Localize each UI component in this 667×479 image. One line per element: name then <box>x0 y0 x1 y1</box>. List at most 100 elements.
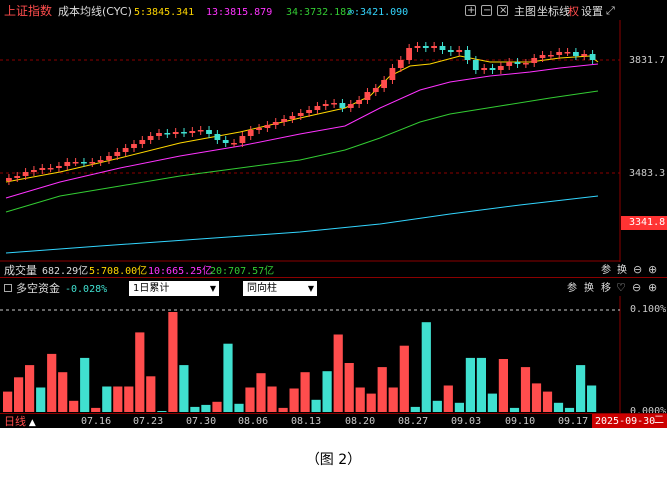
fund-zoom-in-icon[interactable]: ⊕ <box>648 281 658 294</box>
fund-flow-bar <box>300 372 310 412</box>
fund-zoom-out-icon[interactable]: ⊖ <box>632 281 642 294</box>
chevron-down-icon: ▼ <box>209 284 216 293</box>
volume-ma5: 5:708.00亿 <box>89 266 148 277</box>
candle-body <box>589 54 596 60</box>
fund-flow-bar <box>135 332 145 412</box>
zoom-in-icon[interactable]: + <box>465 5 476 16</box>
volume-zoom-in-icon[interactable]: ⊕ <box>648 263 658 276</box>
candle-body <box>272 122 279 125</box>
fund-flow-bar <box>278 407 288 412</box>
indicator-name[interactable]: 成本均线(CYC) <box>58 5 132 18</box>
date-tick: 09.17 <box>558 416 589 427</box>
fund-flow-bar <box>587 385 597 412</box>
close-icon[interactable]: × <box>497 5 508 16</box>
triangle-up-icon: ▲ <box>26 418 36 428</box>
period-label[interactable]: 日线 ▲ <box>4 415 36 428</box>
fund-flow-bar <box>47 353 57 412</box>
candle-body <box>439 46 446 50</box>
candle-body <box>231 143 237 145</box>
candle-body <box>106 156 112 160</box>
fund-flow-bar <box>157 411 167 412</box>
fund-flow-bar <box>113 386 123 412</box>
volume-switch-button[interactable]: 换 <box>617 265 627 276</box>
index-name[interactable]: 上证指数 <box>4 4 53 18</box>
candle-body <box>206 130 212 134</box>
coordinate-line-menu[interactable]: 坐标线 <box>537 5 570 18</box>
volume-ma10: 10:665.25亿 <box>148 266 213 277</box>
candle-body <box>548 55 554 57</box>
fund-flow-bar <box>256 373 266 412</box>
candle-body <box>297 113 304 116</box>
fund-move-button[interactable]: 移 <box>601 283 611 294</box>
candle-body <box>122 148 129 152</box>
candle-body <box>264 125 271 128</box>
fund-flow-value: -0.028% <box>65 284 108 295</box>
candle-body <box>514 62 521 64</box>
fund-flow-bar <box>520 367 531 412</box>
expand-icon[interactable]: ⤢ <box>606 4 615 17</box>
candle-body <box>156 133 162 136</box>
candle-body <box>247 130 254 136</box>
date-tick: 09.10 <box>505 416 536 427</box>
candle-body <box>364 92 371 100</box>
candle-body <box>506 62 513 66</box>
candle-body <box>39 168 46 170</box>
candle-body <box>6 178 12 181</box>
fund-flow-bar <box>311 399 321 412</box>
fund-flow-bar <box>399 345 409 412</box>
fund-flow-bar <box>344 363 354 412</box>
fund-flow-bar <box>102 386 112 412</box>
price-lower-tick: 3483.3 <box>629 168 666 179</box>
fund-param-button[interactable]: 参 <box>567 283 577 294</box>
fund-switch-button[interactable]: 换 <box>584 283 594 294</box>
date-tick: 07.16 <box>81 416 112 427</box>
fund-flow-bar <box>223 343 233 412</box>
volume-zoom-out-icon[interactable]: ⊖ <box>633 263 643 276</box>
candle-body <box>531 58 538 63</box>
fund-flow-bar <box>267 386 277 412</box>
fund-flow-chart[interactable] <box>0 296 667 414</box>
candle-body <box>97 160 104 162</box>
fund-flow-bar <box>553 402 564 412</box>
volume-param-button[interactable]: 参 <box>601 265 611 276</box>
candle-body <box>481 68 488 70</box>
zoom-out-icon[interactable]: − <box>481 5 492 16</box>
volume-label[interactable]: 成交量 <box>4 264 37 277</box>
candle-body <box>397 60 404 68</box>
candle-body <box>147 136 154 140</box>
stock-terminal: 上证指数 成本均线(CYC) 5:3845.341 13:3815.879 34… <box>0 0 667 428</box>
fund-flow-bar <box>355 387 365 412</box>
fund-flow-bar <box>410 406 420 412</box>
period-select[interactable]: 1日累计 ▼ <box>129 281 219 296</box>
fund-flow-label[interactable]: 多空资金 <box>16 282 60 295</box>
current-date-tag: 2025-09-30 二 <box>592 414 667 428</box>
candle-body <box>422 46 429 48</box>
candle-body <box>164 133 171 135</box>
current-price-label: 3341.8 <box>629 217 666 228</box>
fund-flow-bar <box>388 387 398 412</box>
candle-body <box>381 80 387 88</box>
fund-flow-bar <box>91 407 101 412</box>
candle-body <box>314 106 321 110</box>
fund-flow-bar <box>168 312 178 412</box>
candle-body <box>306 110 312 113</box>
fund-flow-checkbox[interactable] <box>4 284 12 292</box>
mode-select[interactable]: 同向柱 ▼ <box>243 281 317 296</box>
fund-flow-bar <box>476 357 486 412</box>
fund-top-tick: 0.100% <box>630 304 667 315</box>
candle-body <box>406 48 412 60</box>
candle-body <box>56 166 62 168</box>
main-chart-menu[interactable]: 主图 <box>514 5 536 18</box>
volume-total: 682.29亿 <box>42 266 89 277</box>
date-tick: 08.06 <box>238 416 269 427</box>
price-chart[interactable] <box>0 0 667 262</box>
settings-menu[interactable]: 设置 <box>581 5 603 18</box>
rights-menu[interactable]: 权 <box>568 5 579 18</box>
candle-body <box>89 162 96 164</box>
fund-flow-bar <box>377 367 387 412</box>
fund-heart-icon[interactable]: ♡ <box>616 281 626 294</box>
candle-body <box>214 134 221 140</box>
candle-body <box>372 88 379 92</box>
current-price-tag: 3341.8 <box>621 216 667 230</box>
candle-body <box>289 116 296 119</box>
